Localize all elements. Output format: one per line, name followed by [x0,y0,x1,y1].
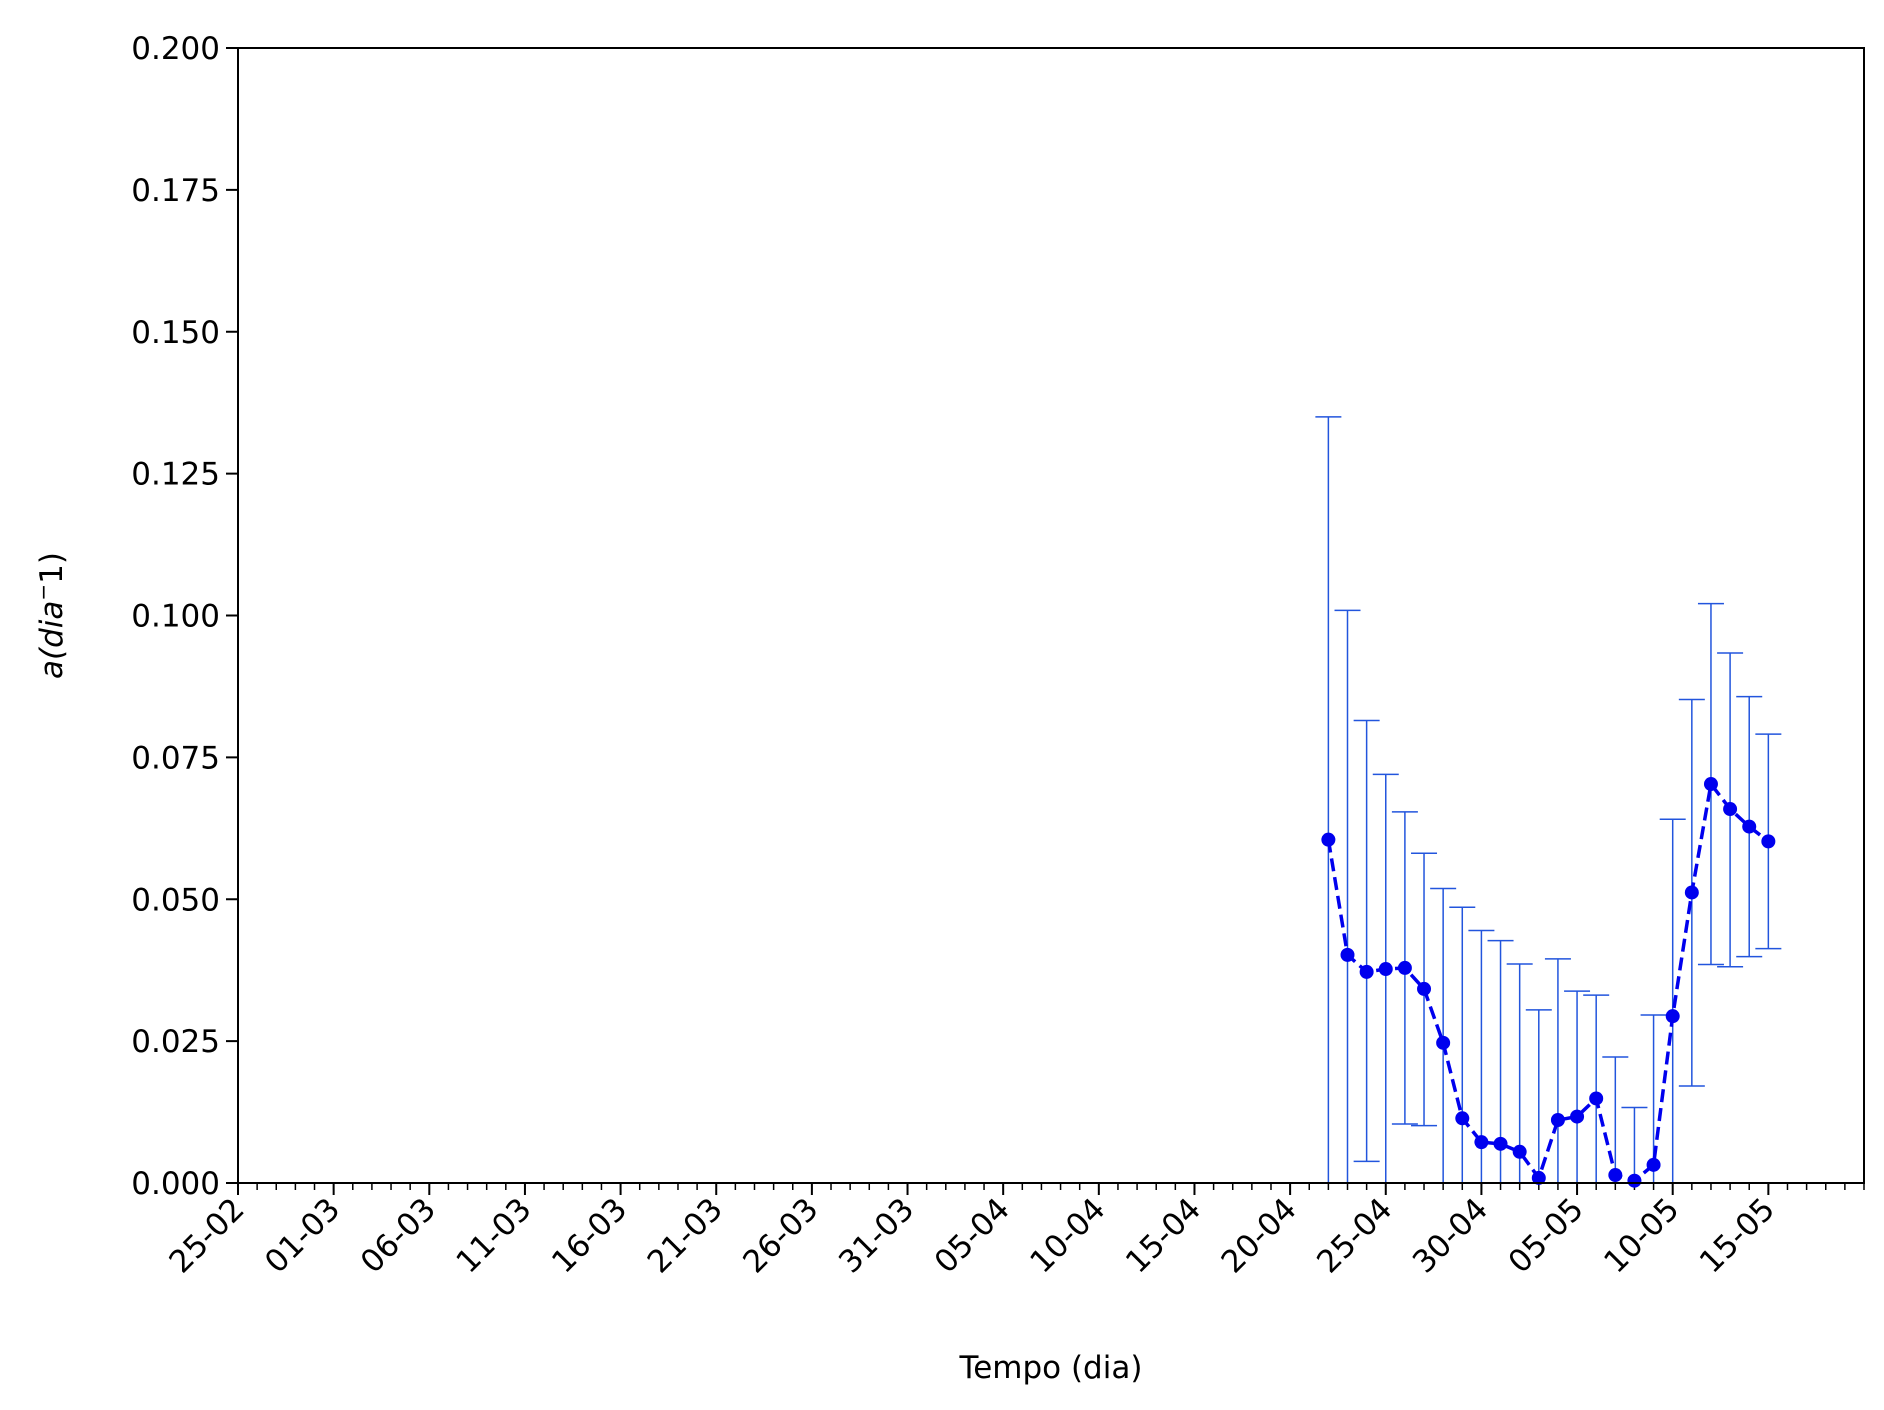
data-point [1627,1173,1642,1188]
y-tick-label: 0.125 [131,457,220,493]
data-point [1512,1144,1527,1159]
data-point [1550,1113,1565,1128]
y-tick-label: 0.150 [131,315,220,351]
data-point [1531,1170,1546,1185]
data-point [1703,777,1718,792]
data-point [1455,1111,1470,1126]
y-tick-label: 0.025 [131,1024,220,1060]
data-point [1665,1009,1680,1024]
data-point [1684,885,1699,900]
data-point [1321,832,1336,847]
series-layer [1321,777,1776,1188]
data-point [1608,1168,1623,1183]
error-bars [1315,416,1782,1184]
y-tick-label: 0.175 [131,173,220,209]
y-tick-label: 0.200 [131,31,220,67]
data-point [1417,981,1432,996]
data-point [1397,960,1412,975]
data-point [1646,1157,1661,1172]
data-point [1436,1035,1451,1050]
data-point [1474,1135,1489,1150]
y-axis-title: a(dia−1) [31,552,70,679]
data-point [1340,947,1355,962]
y-axis-title-tail: 1) [34,552,70,584]
y-tick-label: 0.100 [131,599,220,635]
data-point [1378,962,1393,977]
x-axis-title: Tempo (dia) [959,1350,1143,1386]
data-point [1723,802,1738,817]
y-axis-title-superscript: − [31,584,55,601]
y-tick-label: 0.050 [131,882,220,918]
data-point [1742,819,1757,834]
y-tick-label: 0.075 [131,740,220,776]
data-point [1570,1109,1585,1124]
data-point [1359,964,1374,979]
data-point [1589,1091,1604,1106]
y-axis-title-base: a(dia [34,601,70,679]
plot-frame [237,47,1865,1184]
y-tick-label: 0.000 [131,1166,220,1202]
y-axis-ticks: 0.000 0.025 0.050 0.075 0.100 0.125 0.150 0.175… [131,31,238,1202]
data-point [1761,834,1776,849]
data-point [1493,1136,1508,1151]
